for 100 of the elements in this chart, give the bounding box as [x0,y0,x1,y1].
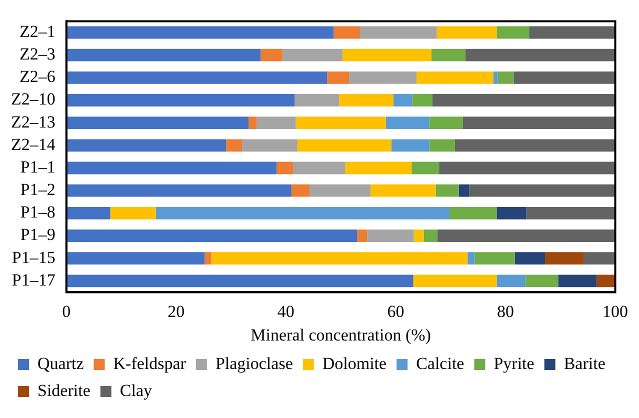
bar [416,71,494,84]
bar [454,139,616,152]
bar [584,252,616,265]
x-tick-label: 0 [62,302,71,321]
x-tick-label: 60 [387,302,404,321]
bar [525,274,558,288]
bar [429,139,455,152]
bar [156,206,450,220]
legend-label: Clay [120,380,152,400]
bar [412,162,440,174]
bar [66,116,249,130]
bar [496,26,530,39]
legend-label: Dolomite [322,354,387,373]
bar [496,206,526,220]
bar [544,252,584,265]
legend-label: Siderite [38,380,90,400]
y-tick-label: P1–8 [20,202,56,222]
bar [66,48,261,62]
legend-label: Pyrite [494,354,534,373]
bar [360,26,437,39]
bar [394,94,412,106]
bar [449,206,497,220]
bar [349,71,417,84]
y-tick-label: P1–17 [12,270,56,290]
bar [465,48,616,62]
bar [248,116,257,130]
bar [493,71,498,84]
bar [439,162,616,174]
bar [66,274,414,288]
bar [310,184,370,197]
bar [432,94,616,106]
bar [436,26,497,39]
bar [282,48,342,62]
y-tick-label: P1–15 [12,248,56,267]
bar [276,162,294,174]
bar [458,184,470,197]
bar [474,252,515,265]
y-tick-label: P1–1 [20,157,56,176]
bar [66,206,110,220]
legend-label: Calcite [416,354,464,373]
bar [345,162,412,174]
bar [66,252,205,265]
y-tick-label: P1–9 [20,225,56,244]
bar [496,274,526,288]
bar [514,252,545,265]
bar [414,230,424,242]
bar [211,252,468,265]
y-tick-label: Z2–14 [10,134,56,154]
bar [429,116,463,130]
y-tick-label: Z2–10 [10,90,56,109]
bar [226,139,242,152]
bar [413,274,497,288]
bar [498,71,514,84]
y-tick-label: Z2–13 [10,112,56,132]
bar [66,230,358,242]
bar [436,184,459,197]
y-tick-label: Z2–3 [19,44,56,64]
bar [334,26,360,39]
y-tick-label: P1–2 [20,180,56,200]
bar [327,71,350,84]
bar [293,162,346,174]
bar [469,184,616,197]
x-tick-label: 40 [277,302,294,321]
bar [242,139,298,152]
bar [66,94,295,106]
bar [386,116,430,130]
y-tick-label: Z2–1 [19,22,56,41]
legend-label: Plagioclase [215,354,293,373]
bar [294,94,340,106]
x-axis-title: Mineral concentration (%) [250,325,431,344]
bar [357,230,368,242]
bar [66,71,328,84]
legend-label: Barite [564,354,606,373]
bar [296,116,386,130]
bar [431,48,466,62]
bar [110,206,156,220]
bar [339,94,394,106]
bar [558,274,597,288]
x-tick-label: 20 [168,302,185,321]
bar [66,184,292,197]
bar [424,230,438,242]
bar [367,230,414,242]
bar [412,94,432,106]
bar [342,48,432,62]
bar [256,116,296,130]
bar [66,26,334,39]
bar [66,139,226,152]
legend-label: Quartz [38,354,84,373]
bar [297,139,392,152]
bar [370,184,436,197]
x-tick-label: 80 [496,302,514,321]
y-tick-label: Z2–6 [19,67,56,86]
bar [291,184,310,197]
bar [437,230,616,242]
bar [66,162,277,174]
bar [462,116,616,130]
bar [529,26,616,39]
x-tick-label: 100 [602,302,628,321]
bar [468,252,475,265]
bar [204,252,212,265]
